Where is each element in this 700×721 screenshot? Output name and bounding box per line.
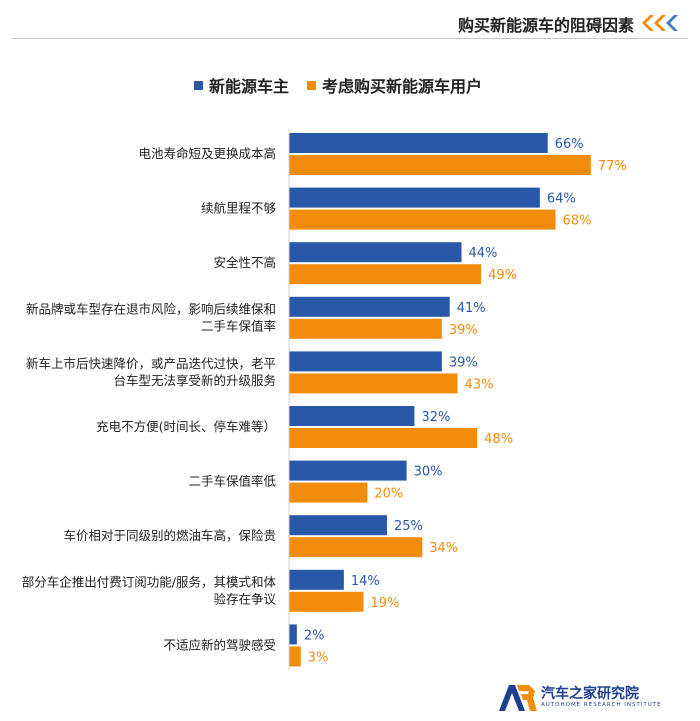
bar-prospect: [289, 537, 423, 558]
value-label-prospect: 34%: [429, 541, 458, 556]
category-label: 新品牌或车型存在退市风险，影响后续维保和: [26, 301, 276, 316]
bar-prospect: [289, 428, 478, 448]
value-label-prospect: 77%: [598, 159, 627, 174]
category-label: 安全性不高: [213, 255, 276, 270]
value-label-owner: 25%: [394, 519, 423, 534]
value-label-prospect: 20%: [374, 487, 403, 502]
value-label-owner: 41%: [457, 301, 486, 316]
legend-swatch-prospect: [307, 80, 317, 90]
bar-prospect: [289, 591, 364, 612]
bar-owner: [289, 242, 462, 263]
value-label-owner: 14%: [351, 574, 380, 589]
value-label-owner: 44%: [468, 246, 497, 261]
bar-owner: [289, 351, 442, 372]
value-label-owner: 64%: [547, 192, 576, 207]
value-label-prospect: 19%: [370, 596, 399, 611]
category-label: 电池寿命短及更换成本高: [138, 146, 276, 161]
legend-swatch-owner: [194, 80, 203, 90]
bar-prospect: [289, 264, 482, 285]
value-label-prospect: 48%: [484, 432, 513, 447]
category-label: 部分车企推出付费订阅功能/服务，其模式和体: [22, 574, 277, 589]
category-label: 二手车保值率: [201, 318, 276, 333]
category-label: 新车上市后快速降价，或产品迭代过快，老平: [26, 356, 276, 371]
bar-owner: [289, 624, 297, 645]
category-label: 续航里程不够: [201, 201, 277, 216]
category-label: 验存在争议: [213, 591, 276, 606]
logo-subtitle: AUTOHOME RESEARCH INSTITUTE: [541, 702, 662, 708]
chevrons-left-icon: [642, 15, 678, 31]
bar-prospect: [289, 155, 591, 175]
chart-legend: 新能源车主 考虑购买新能源车用户: [194, 74, 500, 96]
category-label: 充电不方便(时间长、停车难等）: [96, 419, 276, 434]
legend-label-owner: 新能源车主: [209, 77, 290, 96]
value-label-prospect: 68%: [563, 214, 592, 229]
header-divider: [12, 38, 688, 39]
value-label-prospect: 3%: [308, 650, 329, 665]
logo-name: 汽车之家研究院: [541, 686, 639, 702]
bar-owner: [289, 569, 344, 590]
bar-prospect: [289, 209, 556, 230]
bar-chart: 电池寿命短及更换成本高 66% 77% 续航里程不够 64% 68% 安全性不高 44% 49%…: [22, 129, 627, 671]
bar-prospect: [289, 373, 458, 394]
bar-owner: [289, 187, 540, 208]
bar-prospect: [289, 482, 368, 503]
value-label-owner: 30%: [414, 465, 443, 480]
value-label-prospect: 43%: [465, 377, 494, 392]
value-label-owner: 32%: [421, 410, 450, 425]
legend-label-prospect: 考虑购买新能源车用户: [322, 77, 483, 96]
category-label: 二手车保值率低: [188, 474, 276, 489]
value-label-owner: 66%: [555, 137, 584, 152]
category-label: 车价相对于同级别的燃油车高，保险贵: [63, 528, 276, 543]
category-label: 台车型无法享受新的升级服务: [113, 373, 276, 388]
logo: 汽车之家研究院 AUTOHOME RESEARCH INSTITUTE: [497, 681, 697, 715]
bar-owner: [289, 133, 548, 153]
value-label-prospect: 39%: [449, 323, 478, 338]
legend-item-prospect: 考虑购买新能源车用户: [307, 73, 482, 97]
legend-item-owner: 新能源车主: [194, 73, 289, 97]
value-label-prospect: 49%: [488, 268, 517, 283]
bar-owner: [289, 296, 450, 317]
value-label-owner: 39%: [449, 355, 478, 370]
bar-owner: [289, 460, 407, 481]
page-title: 购买新能源车的阻碍因素: [457, 16, 634, 35]
value-label-owner: 2%: [304, 628, 325, 643]
bar-owner: [289, 406, 415, 426]
autohome-logo-icon: [499, 685, 537, 711]
header: 购买新能源车的阻碍因素: [0, 0, 700, 44]
bar-prospect: [289, 646, 301, 667]
bar-prospect: [289, 318, 442, 339]
category-label: 不适应新的驾驶感受: [163, 637, 276, 652]
bar-owner: [289, 515, 387, 536]
